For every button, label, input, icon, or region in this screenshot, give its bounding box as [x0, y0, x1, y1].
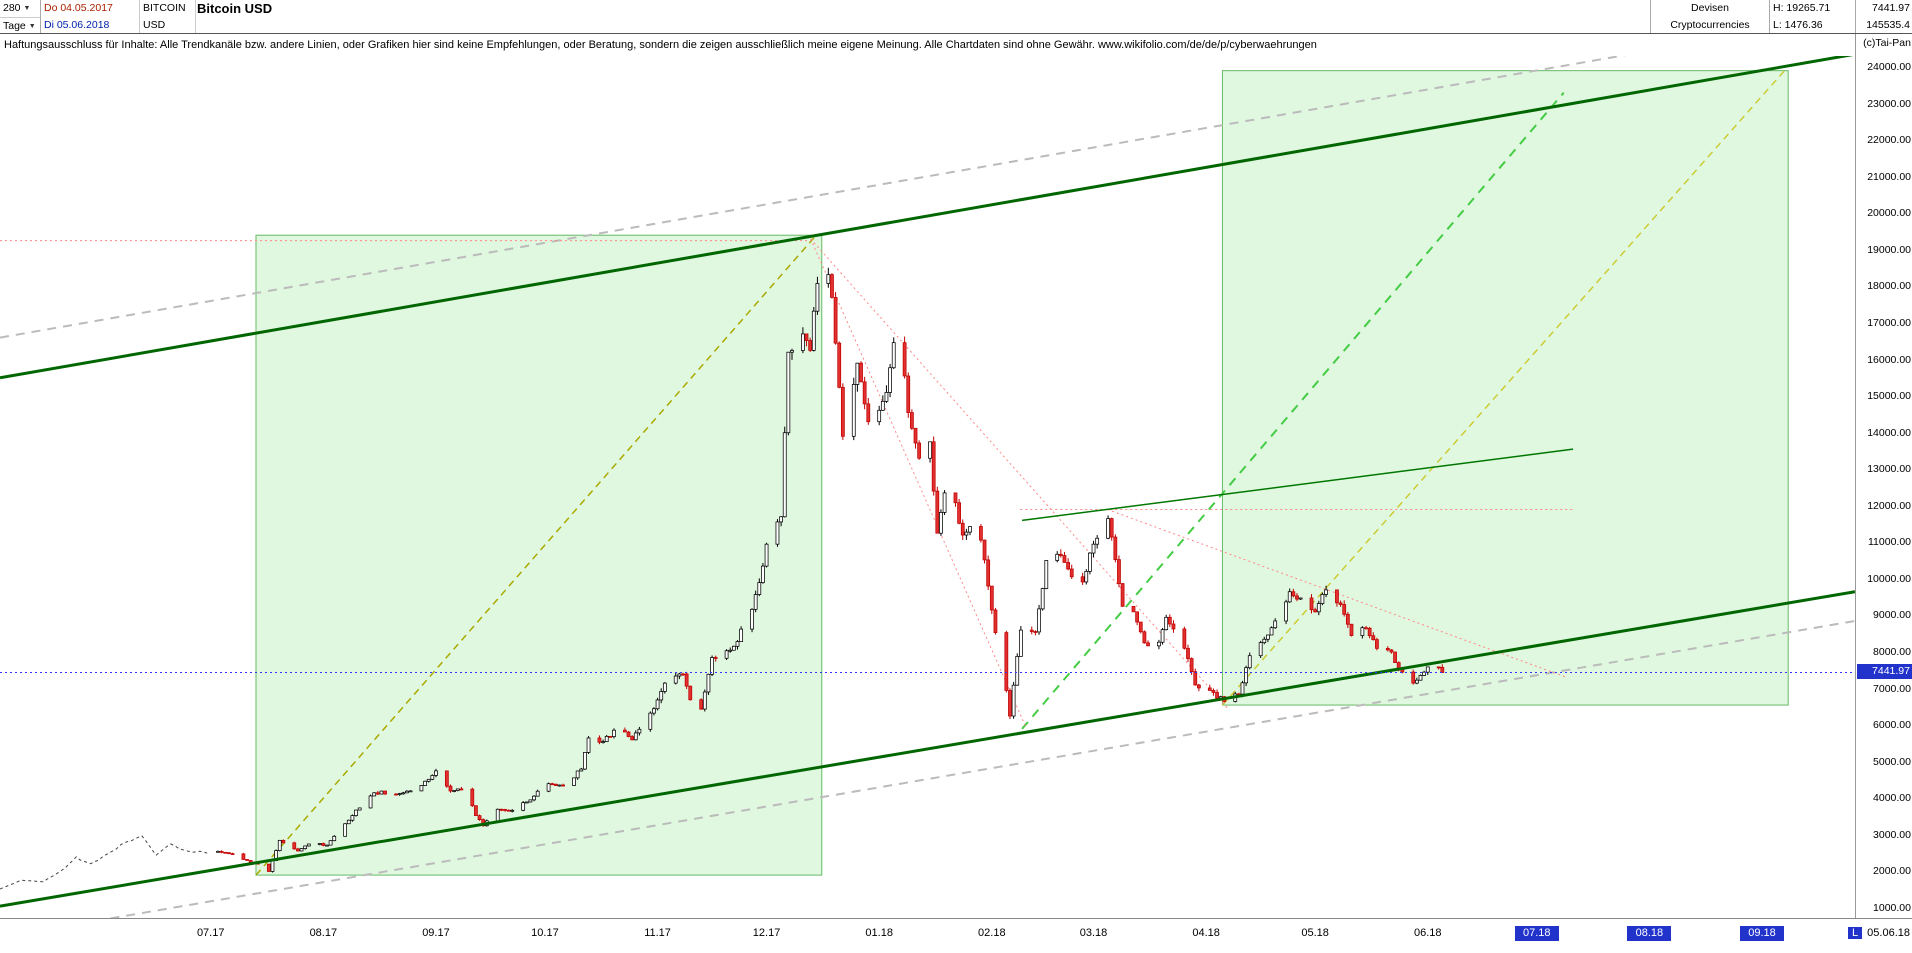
- category-info: Devisen Cryptocurrencies: [1650, 0, 1769, 33]
- time-axis-label: 07.17: [196, 927, 225, 939]
- time-axis-label: 10.17: [531, 927, 559, 939]
- price-axis-label: 20000.00: [1867, 207, 1911, 220]
- price-axis-label: 16000.00: [1867, 353, 1911, 366]
- red-wedge-resistance-line: [1107, 508, 1568, 679]
- price-axis-label: 24000.00: [1867, 61, 1911, 73]
- period-low: L: 1476.36: [1773, 18, 1823, 31]
- chart-area[interactable]: [0, 56, 1855, 918]
- price-axis: (c)Tai-Pan 7441.97 24000.00 23000.00 22000…: [1855, 34, 1912, 918]
- price-axis-label: 22000.00: [1867, 134, 1911, 147]
- chevron-down-icon: ▼: [28, 22, 36, 30]
- period-high: H: 19265.71: [1773, 2, 1831, 14]
- price-axis-label: 19000.00: [1867, 243, 1911, 256]
- price-axis-label: 4000.00: [1873, 792, 1911, 805]
- gray-channel-lower-line: [106, 619, 1855, 918]
- period-controls: 280 ▼ Tage ▼: [0, 0, 41, 33]
- price-axis-label: 21000.00: [1867, 170, 1911, 183]
- category-line1: Devisen: [1691, 2, 1729, 14]
- current-price-tag: 7441.97: [1857, 664, 1912, 680]
- red-peak-to-feb-low-line: [810, 238, 1027, 728]
- time-axis-label: 04.18: [1192, 927, 1220, 939]
- time-axis-label: 09.18: [1740, 926, 1784, 941]
- green-channel-lower-line: [0, 590, 1855, 908]
- date-from[interactable]: Do 04.05.2017: [44, 2, 113, 14]
- time-axis-label: 06.18: [1414, 927, 1442, 939]
- date-range: Do 04.05.2017 Di 05.06.2018: [41, 0, 140, 33]
- price-axis-label: 11000.00: [1867, 536, 1911, 549]
- toolbar: 280 ▼ Tage ▼ Do 04.05.2017 Di 05.06.2018…: [0, 0, 1912, 34]
- time-axis-label: 09.17: [422, 927, 450, 939]
- page-title: Bitcoin USD: [197, 1, 273, 16]
- price-axis-label: 13000.00: [1867, 463, 1911, 476]
- symbol-name: BITCOIN: [143, 2, 186, 14]
- last-date-value: 05.06.18: [1867, 927, 1910, 939]
- date-to[interactable]: Di 05.06.2018: [44, 18, 110, 31]
- price-axis-label: 6000.00: [1873, 719, 1911, 732]
- candlestick-series: [216, 267, 1445, 873]
- period-value: Tage: [3, 19, 26, 32]
- pre-history-line: [0, 834, 208, 890]
- volume-value: 145535.4: [1866, 18, 1910, 31]
- price-axis-label: 9000.00: [1873, 609, 1911, 622]
- price-axis-label: 5000.00: [1873, 755, 1911, 768]
- price-axis-label: 10000.00: [1867, 572, 1911, 585]
- last-quote-info: 7441.97 145535.4: [1855, 0, 1912, 33]
- period-dropdown[interactable]: Tage ▼: [0, 18, 40, 35]
- time-axis-label: 07.18: [1514, 926, 1559, 941]
- time-axis-label: 08.17: [309, 927, 338, 939]
- yellow-projection-line: [1221, 70, 1786, 706]
- bars-count-dropdown[interactable]: 280 ▼: [0, 0, 40, 18]
- price-axis-label: 2000.00: [1873, 865, 1911, 878]
- time-axis-label: 03.18: [1079, 927, 1108, 939]
- green-minor-resistance-line: [1022, 448, 1574, 522]
- green-channel-upper-line: [0, 56, 1854, 380]
- category-line2: Cryptocurrencies: [1670, 18, 1750, 31]
- time-axis-label: 08.18: [1627, 926, 1672, 941]
- trend-channel-box: [255, 234, 823, 876]
- green-projection-line: [1021, 91, 1565, 730]
- time-axis-label: 05.18: [1301, 927, 1329, 939]
- price-axis-label: 7000.00: [1873, 682, 1911, 695]
- symbol-currency: USD: [143, 18, 166, 31]
- time-axis-label: 01.18: [865, 927, 893, 939]
- last-price: 7441.97: [1872, 2, 1910, 14]
- price-axis-label: 8000.00: [1873, 646, 1911, 659]
- price-axis-label: 23000.00: [1867, 97, 1911, 110]
- price-axis-label: 18000.00: [1867, 280, 1911, 293]
- yellow-rally-2017-line: [255, 234, 817, 876]
- last-badge: L: [1848, 927, 1863, 939]
- time-axis-label: 11.17: [644, 927, 671, 939]
- gray-channel-upper-line: [0, 56, 1626, 339]
- price-axis-label: 1000.00: [1873, 902, 1911, 914]
- bars-count-value: 280: [3, 2, 21, 14]
- trend-channel-box: [1221, 70, 1789, 706]
- last-date-label: L 05.06.18: [1848, 926, 1910, 941]
- chevron-down-icon: ▼: [23, 5, 31, 12]
- price-axis-label: 15000.00: [1867, 390, 1911, 403]
- price-axis-label: 14000.00: [1867, 426, 1911, 439]
- time-axis-label: 12.17: [752, 927, 781, 939]
- symbol-info: BITCOIN USD: [140, 0, 196, 33]
- time-axis-label: 02.18: [978, 927, 1006, 939]
- time-axis: L 05.06.18 07.17 08.17 09.17 10.17 11.17 12.17…: [0, 918, 1912, 953]
- price-axis-label: 12000.00: [1867, 499, 1911, 512]
- high-low-info: H: 19265.71 L: 1476.36: [1769, 0, 1858, 33]
- price-chart[interactable]: [0, 56, 1855, 918]
- price-axis-label: 17000.00: [1867, 316, 1911, 329]
- copyright-label: (c)Tai-Pan: [1863, 37, 1911, 49]
- price-axis-label: 3000.00: [1873, 828, 1911, 841]
- disclaimer-text: Haftungsausschluss für Inhalte: Alle Tre…: [0, 34, 1859, 56]
